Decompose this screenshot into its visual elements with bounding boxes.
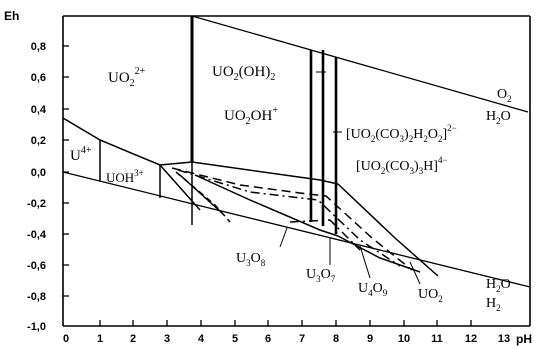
y-tick-label: 0,8 [31, 41, 46, 53]
x-tick-labels: 0 1 2 3 4 5 6 7 8 9 10 11 12 13 [63, 333, 510, 345]
x-tick-label: 1 [97, 333, 103, 345]
label-u3o8: U3O8 [236, 251, 266, 268]
label-h2o-upper: H2O [486, 109, 511, 126]
uo2-right-boundary [337, 183, 439, 277]
y-tick-label: -0,2 [27, 198, 46, 210]
label-uo2oh-plus: UO2OH+ [224, 105, 278, 127]
x-tick-label: 2 [130, 333, 136, 345]
x-tick-label: 4 [198, 333, 205, 345]
h2o-h2-line [62, 171, 531, 288]
label-uo2: UO2 [418, 287, 443, 304]
y-tick-label: 0,6 [31, 72, 46, 84]
plot-frame [62, 15, 531, 327]
y-tick-labels: 0,8 0,6 0,4 0,2 0,0 -0,2 -0,4 -0,6 -0,8 … [27, 41, 47, 333]
label-uoh3plus: UOH3+ [106, 168, 144, 185]
y-tick-label: 0,2 [31, 135, 46, 147]
label-carbonate-tri: [UO2(CO3)3H]4− [356, 155, 448, 176]
x-tick-label: 11 [431, 333, 443, 345]
y-tick-marks [63, 45, 69, 297]
y-tick-label: 0,4 [31, 104, 47, 116]
metastable-boundaries [171, 167, 413, 271]
label-u3o7: U3O7 [306, 267, 336, 284]
y-tick-label: -1,0 [27, 321, 46, 333]
u4-upper-boundary [62, 117, 193, 166]
x-tick-label: 9 [367, 333, 373, 345]
label-h2o-lower: H2O [486, 277, 511, 294]
x-tick-label: 10 [398, 333, 410, 345]
u3o8-boundary [194, 174, 339, 237]
y-tick-label: -0,4 [27, 229, 47, 241]
vertical-boundaries [190, 16, 338, 234]
x-axis-title: pH [516, 332, 532, 346]
uo2-upper-boundary [191, 161, 339, 185]
x-tick-label: 3 [164, 333, 170, 345]
y-tick-label: -0,8 [27, 291, 46, 303]
label-h2: H2 [486, 296, 501, 313]
leader-lines [279, 71, 421, 285]
label-uo2oh2: UO2(OH)2 [212, 64, 275, 83]
hydrolysis-line-2 [159, 164, 201, 211]
x-tick-label: 5 [232, 333, 238, 345]
x-tick-label: 8 [333, 333, 339, 345]
label-o2: O2 [497, 87, 512, 104]
x-tick-label: 0 [63, 333, 69, 345]
label-carbonate-peroxo: [UO2(CO3)2H2O2]2− [346, 123, 457, 144]
x-tick-label: 13 [498, 333, 510, 345]
label-u4plus: U4+ [70, 145, 92, 164]
u3o7-boundary [337, 235, 421, 273]
y-tick-label: 0,0 [31, 167, 46, 179]
x-tick-marks [99, 320, 472, 326]
y-axis-title: Eh [4, 9, 19, 23]
x-tick-label: 6 [265, 333, 271, 345]
label-uo2-2plus: UO22+ [108, 66, 146, 89]
x-tick-label: 7 [299, 333, 305, 345]
y-tick-label: -0,6 [27, 260, 46, 272]
solid-boundaries [62, 117, 439, 277]
label-u4o9: U4O9 [358, 281, 388, 298]
o2-h2o-line [191, 15, 529, 113]
x-tick-label: 12 [465, 333, 477, 345]
